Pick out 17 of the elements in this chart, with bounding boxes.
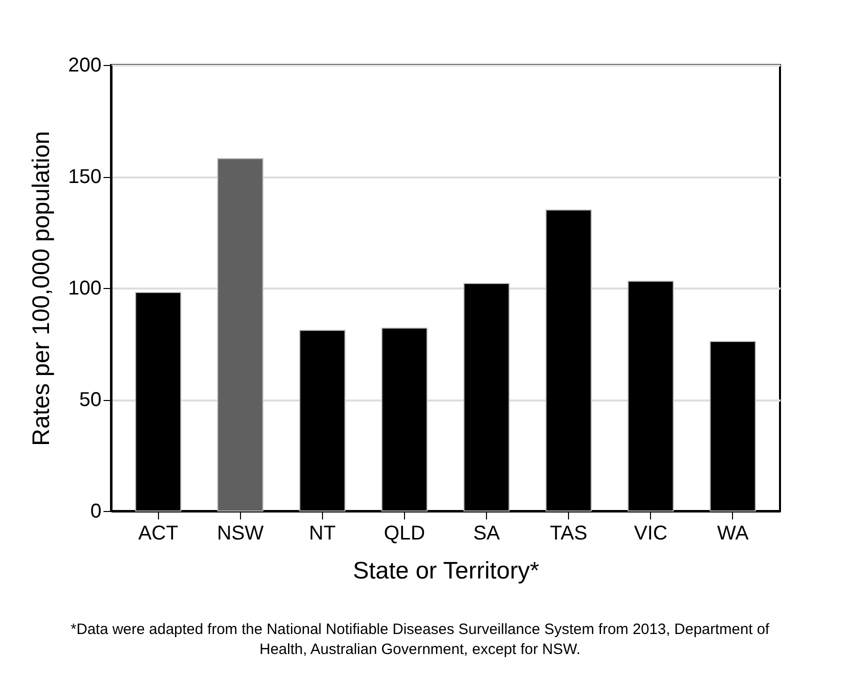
x-tick-label: TAS: [550, 522, 588, 544]
text: *Data were adapted from the National Notifiable Diseases Surveillance System from 2013, Department of Health, Australian Government, except for NSW.: [70, 620, 770, 660]
x-tick-label: NSW: [216, 522, 264, 544]
x-axis-title: State or Territory*: [352, 558, 540, 584]
x-tick-label: SA: [473, 522, 501, 544]
y-axis-title: Rates per 100,000 population: [28, 131, 56, 446]
y-tick-label: 0: [90, 500, 102, 522]
y-tick-label: 200: [68, 54, 102, 76]
x-tick-label: QLD: [384, 522, 426, 544]
x-tick-label: ACT: [138, 522, 178, 544]
x-tick-label: NT: [309, 522, 336, 544]
x-tick-label: WA: [717, 522, 750, 544]
x-tick-label: VIC: [634, 522, 668, 544]
y-tick-label: 50: [79, 389, 102, 411]
y-tick-label: 150: [68, 166, 102, 188]
bar: [217, 158, 264, 512]
y-tick-label: 100: [68, 278, 102, 300]
